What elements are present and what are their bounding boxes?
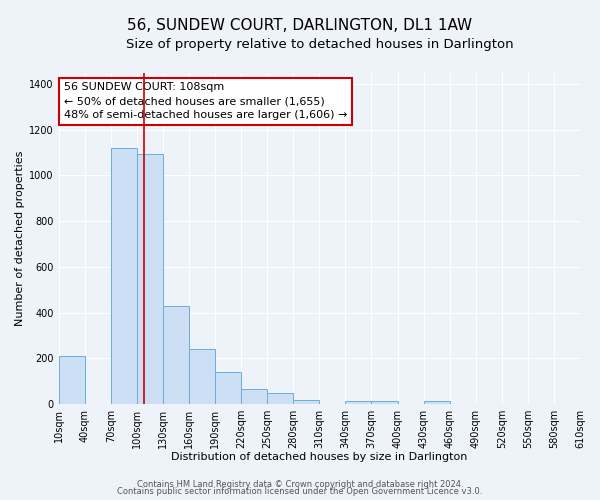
- Y-axis label: Number of detached properties: Number of detached properties: [15, 150, 25, 326]
- Text: Contains public sector information licensed under the Open Government Licence v3: Contains public sector information licen…: [118, 487, 482, 496]
- Bar: [371, 401, 398, 404]
- Bar: [111, 148, 137, 404]
- Bar: [163, 306, 189, 404]
- Bar: [267, 392, 293, 404]
- Text: 56 SUNDEW COURT: 108sqm
← 50% of detached houses are smaller (1,655)
48% of semi: 56 SUNDEW COURT: 108sqm ← 50% of detache…: [64, 82, 347, 120]
- Title: Size of property relative to detached houses in Darlington: Size of property relative to detached ho…: [125, 38, 513, 51]
- Bar: [189, 349, 215, 404]
- Bar: [424, 401, 449, 404]
- Bar: [215, 372, 241, 404]
- Bar: [241, 389, 267, 404]
- Bar: [346, 401, 371, 404]
- Bar: [293, 400, 319, 404]
- Bar: [59, 356, 85, 404]
- Bar: [137, 154, 163, 404]
- Text: Contains HM Land Registry data © Crown copyright and database right 2024.: Contains HM Land Registry data © Crown c…: [137, 480, 463, 489]
- X-axis label: Distribution of detached houses by size in Darlington: Distribution of detached houses by size …: [171, 452, 467, 462]
- Text: 56, SUNDEW COURT, DARLINGTON, DL1 1AW: 56, SUNDEW COURT, DARLINGTON, DL1 1AW: [127, 18, 473, 32]
